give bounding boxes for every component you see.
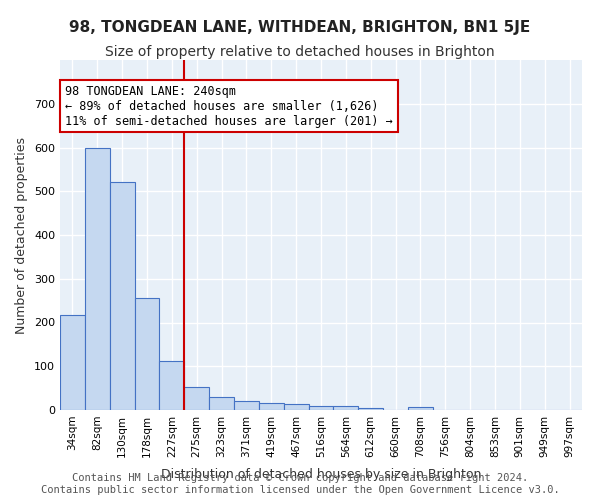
Bar (85, 148, 110, 410)
Text: 98, TONGDEAN LANE, WITHDEAN, BRIGHTON, BN1 5JE: 98, TONGDEAN LANE, WITHDEAN, BRIGHTON, B… (70, 20, 530, 35)
X-axis label: Distribution of detached houses by size in Brighton: Distribution of detached houses by size … (161, 468, 481, 481)
Bar (284, 404, 308, 410)
Bar (110, 182, 134, 410)
Text: Contains HM Land Registry data © Crown copyright and database right 2024.
Contai: Contains HM Land Registry data © Crown c… (41, 474, 559, 495)
Bar (358, 408, 383, 410)
Text: Size of property relative to detached houses in Brighton: Size of property relative to detached ho… (105, 45, 495, 59)
Bar (60, 314, 85, 410)
Bar (184, 387, 209, 410)
Y-axis label: Number of detached properties: Number of detached properties (16, 136, 28, 334)
Bar (408, 406, 433, 410)
Bar (209, 397, 234, 410)
Bar (334, 406, 358, 410)
Bar (308, 406, 334, 410)
Bar (259, 402, 284, 410)
Text: 98 TONGDEAN LANE: 240sqm
← 89% of detached houses are smaller (1,626)
11% of sem: 98 TONGDEAN LANE: 240sqm ← 89% of detach… (65, 84, 393, 128)
Bar (160, 360, 184, 410)
Bar (134, 298, 160, 410)
Bar (234, 401, 259, 410)
